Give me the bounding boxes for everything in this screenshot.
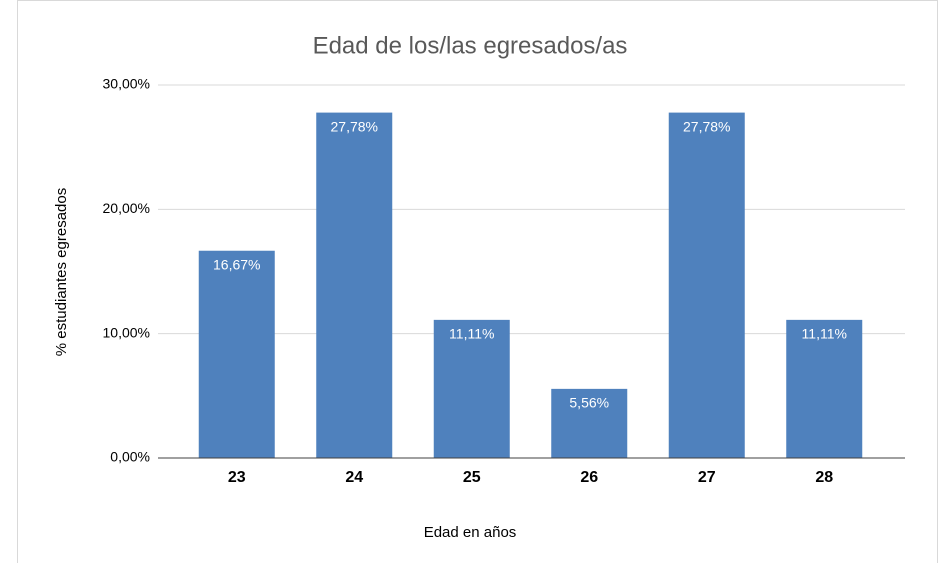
- y-tick-label: 20,00%: [103, 200, 150, 216]
- data-label: 5,56%: [569, 395, 609, 411]
- y-tick-label: 0,00%: [110, 449, 150, 465]
- x-tick-label: 27: [698, 469, 716, 486]
- x-tick-label: 25: [463, 469, 481, 486]
- x-tick-label: 23: [228, 469, 246, 486]
- data-label: 27,78%: [683, 118, 730, 134]
- bar: [668, 112, 745, 459]
- x-tick-label: 24: [345, 469, 363, 486]
- bar: [316, 112, 393, 459]
- data-label: 11,11%: [449, 326, 494, 342]
- x-tick-label: 26: [580, 469, 598, 486]
- chart-title: Edad de los/las egresados/as: [313, 32, 628, 59]
- bar: [786, 319, 863, 458]
- data-label: 27,78%: [331, 118, 378, 134]
- data-label: 11,11%: [802, 326, 847, 342]
- chart-border: [17, 0, 938, 563]
- y-axis-label: % estudiantes egresados: [53, 188, 70, 356]
- x-axis-label: Edad en años: [424, 524, 517, 541]
- y-tick-label: 30,00%: [103, 76, 150, 92]
- y-tick-label: 10,00%: [103, 324, 150, 340]
- x-tick-label: 28: [815, 469, 833, 486]
- data-label: 16,67%: [213, 256, 260, 272]
- bar: [198, 250, 275, 458]
- bar: [433, 319, 510, 458]
- bar: [551, 388, 628, 458]
